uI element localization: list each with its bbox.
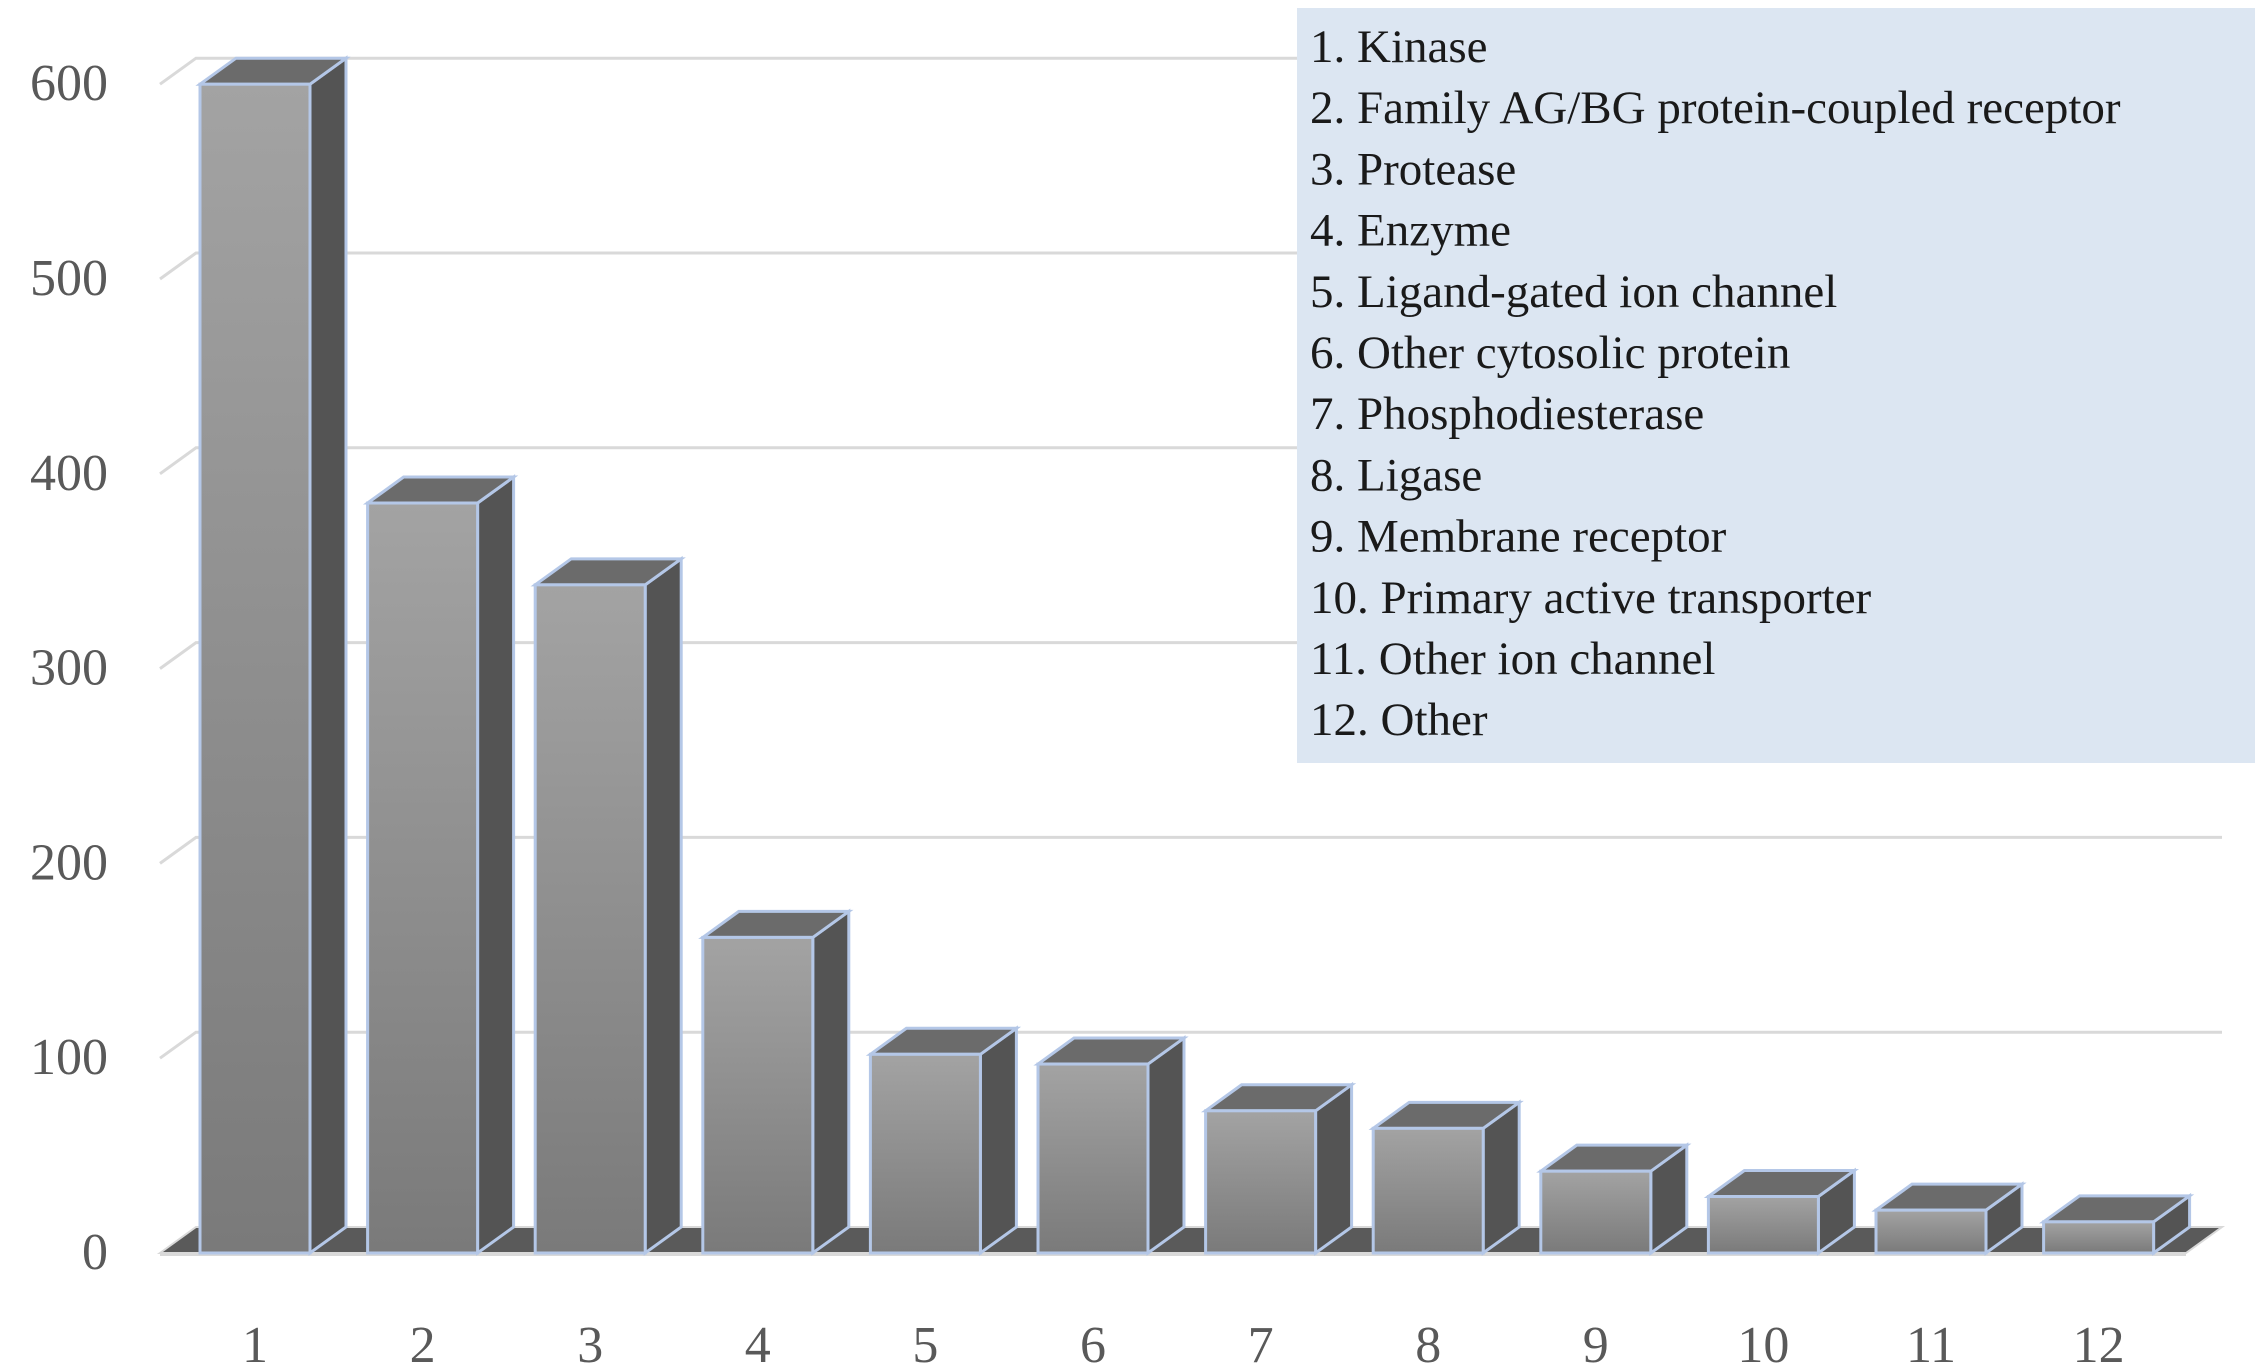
bar-front xyxy=(701,935,815,1255)
bar-front xyxy=(198,82,312,1255)
bar-side xyxy=(811,908,851,1256)
x-tick-label: 5 xyxy=(912,1317,938,1370)
legend-entry: 9. Membrane receptor xyxy=(1310,511,1727,563)
y-tick-label: 600 xyxy=(30,55,108,112)
bar-front xyxy=(366,501,480,1255)
gridlines xyxy=(159,56,2222,1060)
bar-front xyxy=(1371,1126,1485,1255)
x-tick-label: 9 xyxy=(1583,1317,1609,1370)
bars xyxy=(195,55,2195,1256)
y-axis: 0 100 200 300 400 500 600 xyxy=(30,55,108,1281)
bar xyxy=(362,474,519,1256)
legend-entry: 12. Other xyxy=(1310,694,1488,746)
bar-front xyxy=(868,1052,982,1255)
x-axis: 1 2 3 4 5 6 7 8 9 10 11 12 xyxy=(242,1317,2125,1370)
bar xyxy=(530,555,686,1256)
x-tick-label: 1 xyxy=(242,1317,268,1370)
legend-entry: 1. Kinase xyxy=(1310,21,1488,73)
x-tick-label: 10 xyxy=(1737,1317,1789,1370)
bar xyxy=(865,1025,1022,1256)
bar xyxy=(1871,1181,2027,1256)
legend-entry: 4. Enzyme xyxy=(1310,205,1511,257)
x-tick-label: 11 xyxy=(1906,1317,1956,1370)
y-tick-label: 400 xyxy=(30,445,108,502)
bar-front xyxy=(1539,1169,1653,1255)
legend-entry: 2. Family AG/BG protein-coupled receptor xyxy=(1310,82,2121,134)
legend-entry: 8. Ligase xyxy=(1310,449,1482,501)
bar-side xyxy=(308,55,348,1256)
bar xyxy=(2038,1192,2195,1256)
bar-side xyxy=(476,474,516,1256)
x-tick-label: 8 xyxy=(1415,1317,1441,1370)
legend-entry: 11. Other ion channel xyxy=(1310,633,1715,685)
bar-front xyxy=(1204,1109,1318,1255)
legend-entry: 6. Other cytosolic protein xyxy=(1310,327,1790,379)
legend-background xyxy=(1297,8,2255,763)
bar xyxy=(698,908,854,1256)
y-tick-label: 0 xyxy=(82,1224,108,1281)
bar xyxy=(1703,1167,1860,1256)
legend-entry: 3. Protease xyxy=(1310,143,1516,195)
y-tick-label: 300 xyxy=(30,640,108,697)
x-tick-label: 3 xyxy=(577,1317,603,1370)
legend-entry: 10. Primary active transporter xyxy=(1310,572,1872,624)
y-tick-label: 500 xyxy=(30,250,108,307)
legend-entry: 5. Ligand-gated ion channel xyxy=(1310,266,1837,318)
bar xyxy=(195,55,351,1256)
x-tick-label: 4 xyxy=(745,1317,771,1370)
bar-side xyxy=(978,1025,1018,1256)
bar-side xyxy=(1146,1035,1186,1256)
x-tick-label: 2 xyxy=(410,1317,436,1370)
y-tick-label: 100 xyxy=(30,1029,108,1086)
x-tick-label: 7 xyxy=(1248,1317,1274,1370)
x-tick-label: 6 xyxy=(1080,1317,1106,1370)
chart-floor xyxy=(156,1226,2226,1256)
legend: 1. Kinase 2. Family AG/BG protein-coupled… xyxy=(1297,8,2255,763)
bar-front xyxy=(1036,1062,1150,1255)
bar-front xyxy=(2042,1220,2156,1255)
bar xyxy=(1368,1099,1524,1256)
gridline xyxy=(159,835,2222,865)
bar xyxy=(1200,1081,1357,1256)
bar-side xyxy=(643,555,683,1256)
bar-front xyxy=(533,583,647,1255)
bar-front xyxy=(1874,1208,1988,1255)
bar-side xyxy=(1314,1081,1354,1256)
x-tick-label: 12 xyxy=(2073,1317,2125,1370)
bar-front xyxy=(1706,1195,1820,1255)
bar xyxy=(1536,1142,1692,1256)
gridline xyxy=(159,1030,2222,1060)
y-tick-label: 200 xyxy=(30,834,108,891)
legend-entry: 7. Phosphodiesterase xyxy=(1310,388,1704,440)
bar xyxy=(1033,1035,1189,1256)
